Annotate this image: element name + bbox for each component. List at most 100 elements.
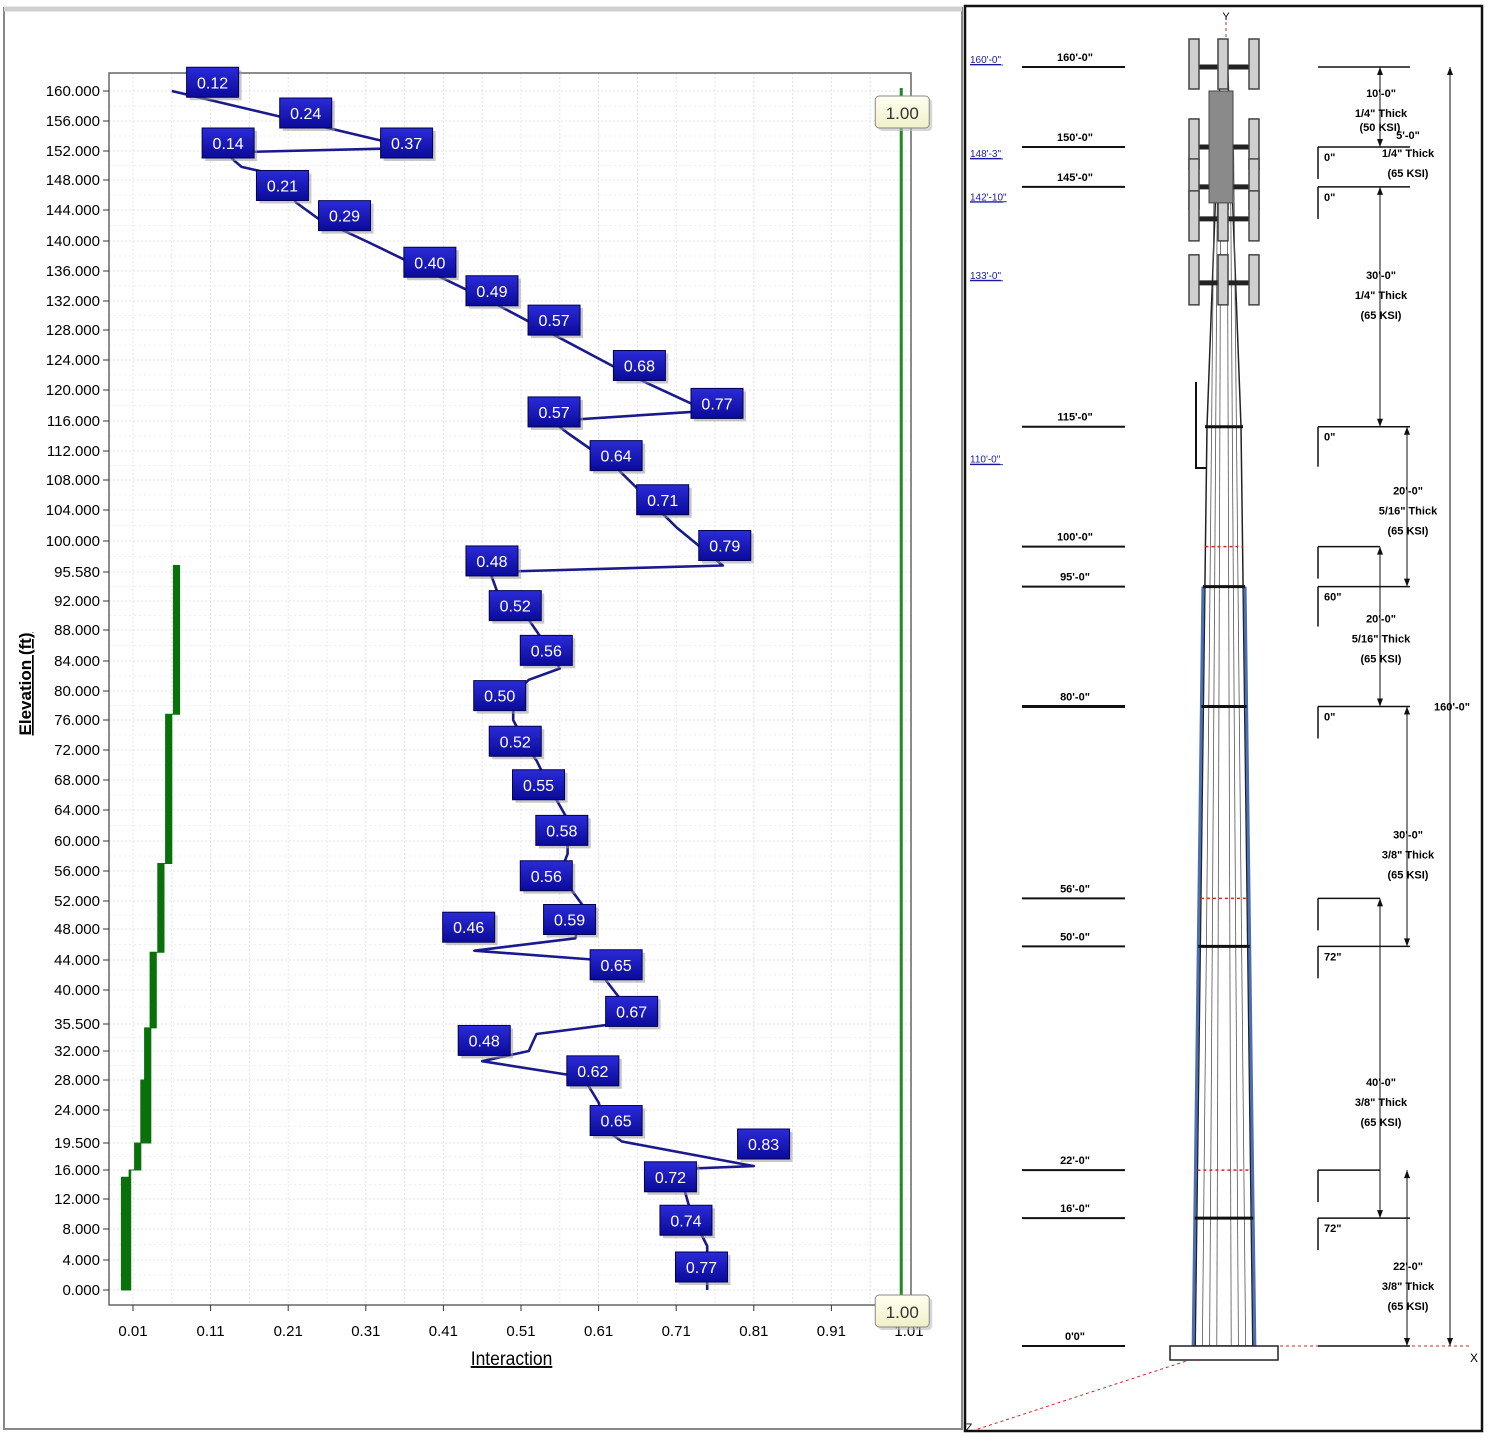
data-label-box <box>659 1204 713 1236</box>
section-spec-text: 5'-0" <box>1396 130 1420 142</box>
data-label-box <box>566 1055 620 1087</box>
x-tick-label: 0.91 <box>817 1323 846 1340</box>
data-label: 0.77 <box>690 387 746 422</box>
data-label-box <box>488 725 542 757</box>
dimension-arrow <box>1404 426 1410 435</box>
data-label: 0.12 <box>186 66 242 101</box>
dimension-arrow <box>1404 938 1410 947</box>
y-tick-label: 80.000 <box>54 683 100 700</box>
dimension-arrow <box>1404 706 1410 715</box>
data-label: 0.65 <box>589 949 646 983</box>
section-spec-text: (50 KSI) <box>1360 122 1401 134</box>
data-label: 0.71 <box>636 484 692 518</box>
data-label-text: 0.67 <box>616 1004 647 1021</box>
section-spec-text: 3/8" Thick <box>1382 1281 1435 1293</box>
y-tick-label: 136.000 <box>46 263 100 280</box>
y-tick-label: 35.500 <box>54 1016 100 1033</box>
antenna-panel <box>1188 254 1200 306</box>
data-label-box <box>279 97 333 129</box>
y-tick-label: 132.000 <box>46 293 100 310</box>
pole-facet-line <box>1226 146 1232 1347</box>
limit-label-box <box>874 95 930 129</box>
data-label-box <box>457 1024 511 1056</box>
y-tick-label: 44.000 <box>54 952 100 969</box>
y-tick-label: 92.000 <box>54 593 100 610</box>
data-label-text: 0.37 <box>391 136 422 153</box>
level-label: 56'-0" <box>1060 883 1090 895</box>
y-tick-label: 24.000 <box>54 1102 100 1119</box>
y-tick-label: 116.000 <box>47 413 100 430</box>
tower-panel-border <box>963 4 1484 1433</box>
data-label-box <box>527 396 581 428</box>
pole-facet-line <box>1216 146 1222 1347</box>
limit-label-text: 1.00 <box>886 1303 919 1322</box>
y-axis-label: Elevation (ft) <box>16 633 35 736</box>
level-label: 145'-0" <box>1057 172 1093 184</box>
data-label-text: 0.48 <box>476 554 507 571</box>
data-label: 0.24 <box>279 97 335 131</box>
data-label-box <box>674 1251 728 1283</box>
dimension-arrow <box>1404 1338 1410 1346</box>
tower-top-mount <box>1208 90 1234 204</box>
data-label: 0.79 <box>698 530 754 564</box>
data-label-text: 0.65 <box>601 958 632 975</box>
data-label-box <box>186 66 240 98</box>
section-spec-text: 1/4" Thick <box>1355 290 1408 302</box>
y-axis: 0.000 4.000 8.000 12.000 16.000 19.500 24.000 2… <box>46 83 109 1299</box>
data-label: 0.59 <box>543 904 599 938</box>
data-label: 0.68 <box>612 350 669 384</box>
y-tick-label: 0.000 <box>62 1282 100 1299</box>
pole-facet-line <box>1230 146 1239 1347</box>
data-label-box <box>465 545 519 577</box>
data-label-text: 0.59 <box>554 913 585 930</box>
data-label-text: 0.52 <box>500 599 531 616</box>
data-label-text: 0.72 <box>655 1170 686 1187</box>
antenna-panel <box>1248 38 1260 90</box>
y-tick-label: 152.000 <box>46 143 100 160</box>
antenna-panel <box>1217 254 1229 306</box>
lap-length-label: 60" <box>1324 592 1341 604</box>
y-tick-label: 95.580 <box>54 564 100 581</box>
axis-x-letter: X <box>1470 1351 1478 1365</box>
level-label: 100'-0" <box>1057 532 1093 544</box>
data-label-box <box>318 200 372 232</box>
data-label: 0.58 <box>535 814 591 849</box>
dimension-arrow <box>1377 186 1383 195</box>
data-label: 0.49 <box>465 275 521 309</box>
appurtenance-elevation-label: 142'-10" <box>970 192 1007 203</box>
y-tick-label: 100.000 <box>46 533 100 550</box>
y-tick-label: 140.000 <box>46 233 100 250</box>
antenna-panel <box>1188 38 1200 90</box>
data-label-box <box>589 440 643 472</box>
data-label-text: 0.74 <box>670 1213 701 1230</box>
y-tick-label: 60.000 <box>54 833 100 850</box>
overall-height-label: 160'-0" <box>1434 702 1470 714</box>
data-label-box <box>512 769 566 801</box>
y-tick-label: 16.000 <box>54 1162 100 1179</box>
appurtenance-elevation-label: 133'-0" <box>970 271 1001 282</box>
section-spec-text: (65 KSI) <box>1388 526 1429 538</box>
y-tick-label: 19.500 <box>54 1135 100 1152</box>
y-tick-label: 68.000 <box>54 772 100 789</box>
dimension-arrow <box>1377 898 1383 907</box>
y-tick-label: 4.000 <box>62 1252 100 1269</box>
y-tick-label: 64.000 <box>54 802 100 819</box>
y-tick-label: 104.000 <box>46 502 100 519</box>
y-tick-label: 148.000 <box>46 172 100 189</box>
data-label-box <box>690 387 744 419</box>
dimension-arrow <box>1377 698 1383 707</box>
y-tick-label: 12.000 <box>54 1191 100 1208</box>
lap-length-label: 72" <box>1324 1223 1341 1235</box>
dimension-arrow <box>1447 1338 1453 1346</box>
y-tick-label: 108.000 <box>46 472 100 489</box>
limit-label-text: 1.00 <box>886 104 919 123</box>
data-label-text: 0.40 <box>414 255 445 272</box>
data-label-text: 0.77 <box>686 1260 717 1277</box>
data-label-text: 0.29 <box>329 209 360 226</box>
data-label: 0.50 <box>473 680 529 714</box>
data-label-text: 0.77 <box>701 396 732 413</box>
data-label-box <box>589 1105 643 1137</box>
data-label-box <box>403 246 457 278</box>
